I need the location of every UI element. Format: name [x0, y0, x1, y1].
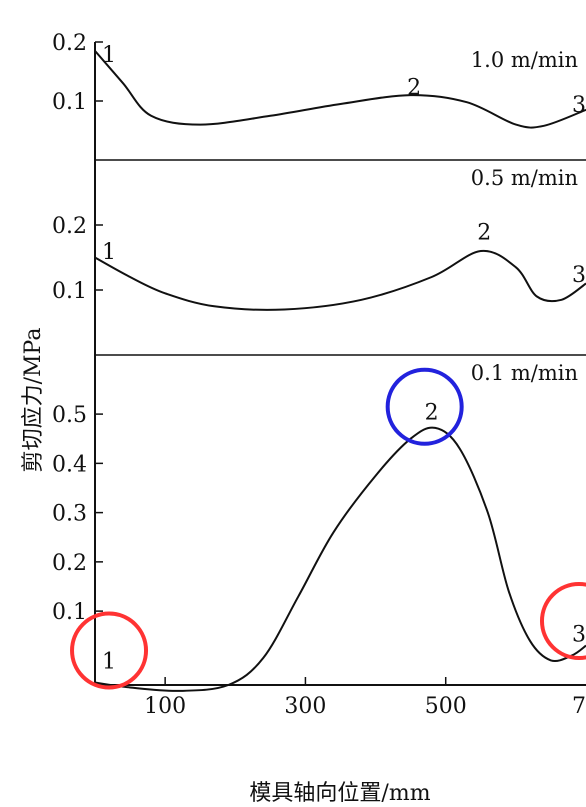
point-label-1: 1	[102, 240, 116, 265]
x-tick-label: 300	[284, 694, 326, 719]
annotation-circle-2	[385, 367, 464, 446]
y-tick-label: 0.2	[52, 31, 87, 56]
point-labels: 1 2 3 1 2 3 1 2 3	[102, 43, 586, 675]
y-tick-label: 0.1	[52, 90, 87, 115]
y-axis-label: 剪切应力/MPa	[21, 328, 46, 473]
point-label-2: 2	[407, 75, 421, 100]
y-tick-label: 0.2	[52, 551, 87, 576]
y-tick-label: 0.2	[52, 214, 87, 239]
speed-label-panel-3: 0.1 m/min	[471, 361, 578, 385]
panel-frames	[94, 42, 586, 686]
speed-label-panel-2: 0.5 m/min	[471, 166, 578, 190]
x-tick-label: 70	[572, 694, 586, 719]
x-tick-label: 100	[144, 694, 186, 719]
y-tick-label: 0.1	[52, 279, 87, 304]
series-line-panel-1	[94, 50, 586, 129]
annotation-circle-3	[539, 581, 586, 660]
y-tick-label: 0.1	[52, 600, 87, 625]
point-label-3: 3	[572, 263, 586, 288]
x-tick-label: 500	[425, 694, 467, 719]
point-label-2: 2	[477, 221, 491, 246]
annotation-circles	[70, 367, 586, 690]
speed-label-panel-1: 1.0 m/min	[471, 48, 578, 72]
y-tick-label: 0.5	[52, 403, 87, 428]
point-label-1: 1	[102, 43, 116, 68]
point-label-3: 3	[572, 93, 586, 118]
point-label-3: 3	[572, 622, 586, 647]
series-line-panel-3	[94, 426, 586, 692]
point-label-1: 1	[102, 649, 116, 674]
series-curves	[94, 50, 586, 692]
y-tick-label: 0.4	[52, 452, 87, 477]
series-line-panel-2	[94, 249, 586, 311]
point-label-2: 2	[425, 401, 439, 426]
speed-labels: 1.0 m/min 0.5 m/min 0.1 m/min	[471, 48, 578, 385]
axis-ticks: 0.1 0.2 0.1 0.2 0.1 0.2 0.3 0.4 0.5 100 300 500 70	[52, 31, 586, 719]
x-axis-label: 模具轴向位置/mm	[249, 781, 430, 806]
annotation-circle-1	[70, 611, 149, 690]
y-tick-label: 0.3	[52, 502, 87, 527]
